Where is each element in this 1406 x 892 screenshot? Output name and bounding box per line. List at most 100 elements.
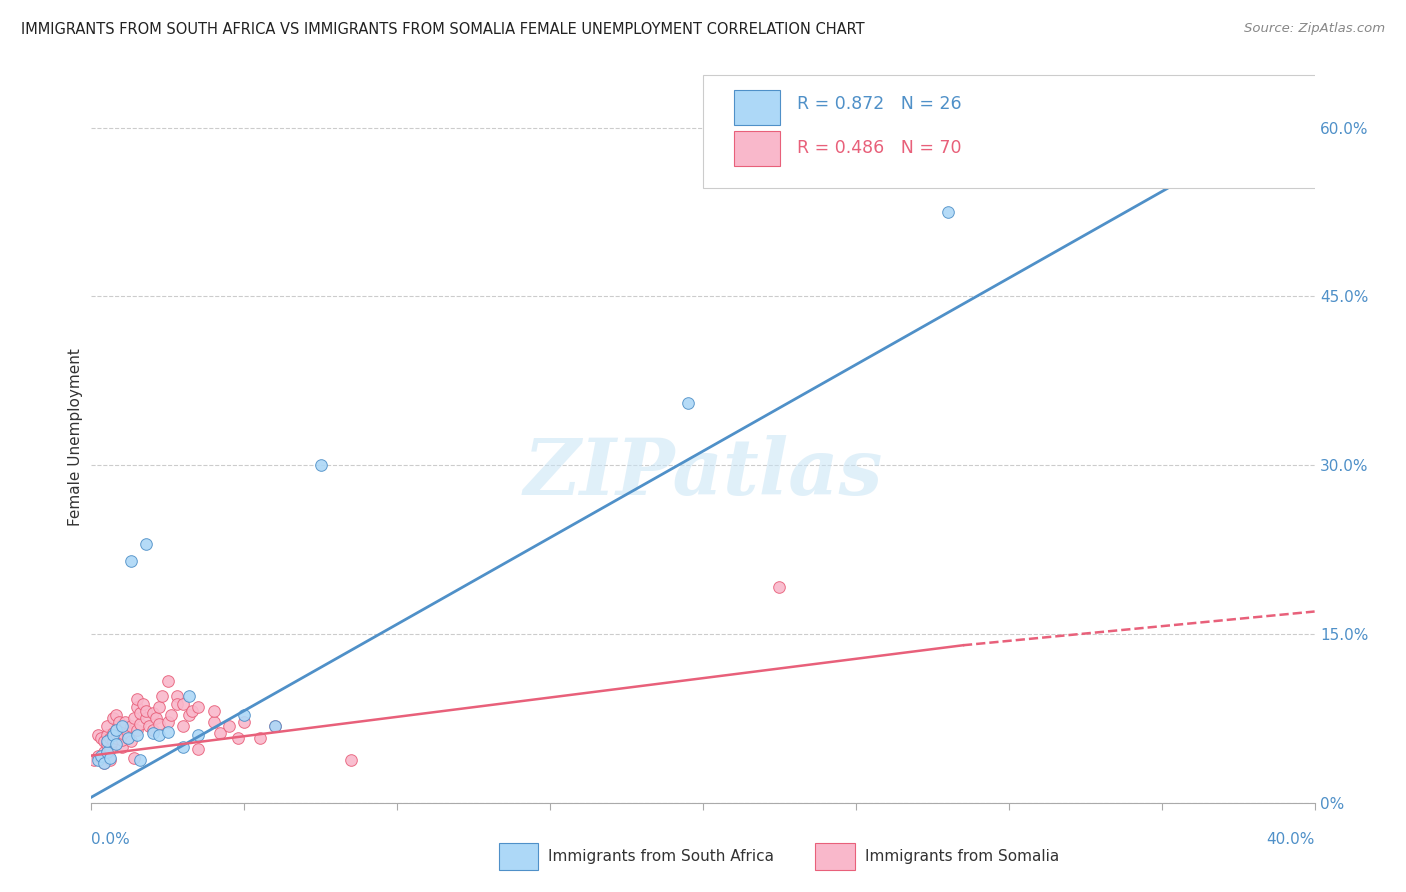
Point [202, 704, 225, 718]
Point [108, 714, 131, 729]
Point [141, 723, 163, 737]
Point [117, 731, 139, 745]
Point [98, 731, 121, 745]
Point [86, 728, 108, 742]
Point [104, 731, 127, 745]
Text: IMMIGRANTS FROM SOUTH AFRICA VS IMMIGRANTS FROM SOMALIA FEMALE UNEMPLOYMENT CORR: IMMIGRANTS FROM SOUTH AFRICA VS IMMIGRAN… [21, 22, 865, 37]
Point [676, 396, 699, 410]
Point [127, 692, 149, 706]
Point [264, 719, 287, 733]
Point [104, 723, 127, 737]
Point [156, 725, 179, 739]
Point [141, 726, 163, 740]
Point [145, 711, 167, 725]
Point [104, 737, 127, 751]
Point [101, 728, 124, 742]
Point [187, 741, 209, 756]
Text: R = 0.872   N = 26: R = 0.872 N = 26 [797, 95, 962, 113]
Point [233, 714, 256, 729]
Point [114, 714, 136, 729]
Point [101, 734, 124, 748]
Point [127, 700, 149, 714]
Point [98, 751, 121, 765]
Point [172, 739, 194, 754]
Point [160, 708, 183, 723]
Point [135, 704, 157, 718]
Point [117, 726, 139, 740]
Point [90, 751, 112, 765]
Text: 0.0%: 0.0% [91, 832, 131, 847]
Point [104, 708, 127, 723]
Point [166, 689, 188, 703]
Point [156, 674, 179, 689]
Point [309, 458, 332, 473]
Point [86, 748, 108, 763]
Point [114, 719, 136, 733]
Point [93, 756, 115, 771]
Point [111, 726, 134, 740]
Point [187, 728, 209, 742]
Point [104, 723, 127, 737]
Point [179, 708, 201, 723]
Point [172, 719, 194, 733]
FancyBboxPatch shape [703, 75, 1339, 188]
Point [148, 728, 170, 742]
Point [129, 717, 152, 731]
Point [90, 748, 112, 763]
Point [936, 205, 959, 219]
Point [93, 745, 115, 759]
Text: Immigrants from South Africa: Immigrants from South Africa [548, 849, 775, 863]
Point [108, 728, 131, 742]
Point [135, 537, 157, 551]
Point [98, 753, 121, 767]
Point [132, 697, 155, 711]
Point [111, 739, 134, 754]
Point [83, 753, 105, 767]
Point [96, 734, 118, 748]
Point [93, 756, 115, 771]
Point [129, 753, 152, 767]
FancyBboxPatch shape [734, 131, 780, 167]
Point [111, 732, 134, 747]
Point [264, 719, 287, 733]
Point [127, 728, 149, 742]
Point [122, 751, 145, 765]
Point [768, 580, 790, 594]
Point [96, 728, 118, 742]
Point [156, 714, 179, 729]
Point [111, 719, 134, 733]
Point [129, 706, 152, 720]
Point [96, 745, 118, 759]
FancyBboxPatch shape [734, 90, 780, 125]
Point [172, 697, 194, 711]
Point [187, 700, 209, 714]
Point [208, 726, 231, 740]
Point [120, 554, 142, 568]
Point [166, 697, 188, 711]
Point [90, 731, 112, 745]
Point [141, 706, 163, 720]
Point [135, 711, 157, 725]
Point [93, 734, 115, 748]
Point [233, 708, 256, 723]
Point [218, 719, 240, 733]
Point [202, 714, 225, 729]
Point [226, 731, 249, 745]
Text: Immigrants from Somalia: Immigrants from Somalia [865, 849, 1059, 863]
Point [101, 711, 124, 725]
Point [148, 717, 170, 731]
Point [127, 723, 149, 737]
Point [98, 741, 121, 756]
Point [179, 689, 201, 703]
Point [148, 700, 170, 714]
Text: ZIPatlas: ZIPatlas [523, 435, 883, 512]
Text: R = 0.486   N = 70: R = 0.486 N = 70 [797, 139, 962, 157]
Point [86, 753, 108, 767]
Point [150, 689, 173, 703]
Point [249, 731, 271, 745]
Point [120, 734, 142, 748]
Point [181, 704, 204, 718]
Text: 40.0%: 40.0% [1267, 832, 1315, 847]
Text: Source: ZipAtlas.com: Source: ZipAtlas.com [1244, 22, 1385, 36]
Point [122, 711, 145, 725]
